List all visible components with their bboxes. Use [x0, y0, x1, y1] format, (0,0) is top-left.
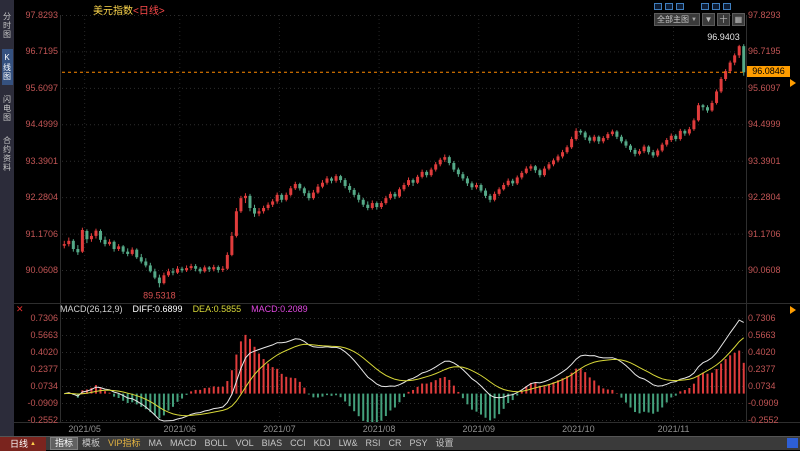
time-axis-label: 2021/07 [263, 424, 296, 434]
price-axis-label: 91.1706 [25, 228, 58, 239]
indicator-tab-cci[interactable]: CCI [290, 438, 306, 448]
layout-square-icon[interactable] [676, 3, 684, 10]
indicator-tab-bias[interactable]: BIAS [261, 438, 283, 448]
price-axis-label: 92.2804 [748, 192, 781, 203]
layout-square-icon[interactable] [723, 3, 731, 10]
time-axis-label: 2021/09 [462, 424, 495, 434]
layout-square-icon[interactable] [665, 3, 673, 10]
indicator-tab-ma[interactable]: MA [148, 438, 163, 448]
macd-dea-value: DEA:0.5855 [192, 304, 242, 314]
sidebar-tab-time-share[interactable]: 分时图 [2, 12, 12, 39]
indicator-tab-kdj[interactable]: KDJ [313, 438, 331, 448]
layout-square-icon[interactable] [654, 3, 662, 10]
chevron-down-icon: ▼ [691, 16, 697, 23]
sidebar-tab-kline[interactable]: K线图 [1, 49, 13, 85]
macd-indicator-header: MACD(26,12,9) DIFF:0.6899 DEA:0.5855 MACD:0… [60, 304, 318, 314]
macd-axis-label: 0.2377 [748, 364, 776, 374]
price-axis-label: 96.7195 [748, 46, 781, 57]
price-axis-label: 97.8293 [25, 10, 58, 20]
scroll-indicator[interactable] [787, 438, 798, 448]
macd-axis-label: 0.7306 [748, 313, 776, 323]
period-button-label: 日线 [10, 439, 29, 449]
period-tag: <日线> [133, 6, 165, 17]
indicator-tab-lw[interactable]: LW& [338, 438, 358, 448]
toolbar-buttons: ▼ 十 ▦ [701, 13, 745, 26]
macd-axis-label: 0.7306 [30, 313, 58, 323]
time-axis: 2021/05 2021/06 2021/07 2021/08 2021/09 2021/… [0, 424, 800, 436]
bottom-bar: 日线 ▲ 指标 模板 VIP指标 MA MACD BOLL VOL BIAS CCI KDJ LW&… [0, 436, 800, 451]
indicator-tab-psy[interactable]: PSY [409, 438, 428, 448]
layout-square-icon[interactable] [712, 3, 720, 10]
macd-axis-label: 0.5663 [30, 330, 58, 340]
last-price-tag: 96.0846 [747, 66, 790, 78]
time-axis-label: 2021/08 [362, 424, 396, 434]
instrument-title: 美元指数 [93, 6, 133, 17]
price-axis-label: 90.0608 [748, 265, 781, 275]
chart-title: 美元指数<日线> [93, 2, 165, 17]
indicator-tab-macd[interactable]: MACD [170, 438, 197, 448]
time-axis-label: 2021/10 [562, 424, 595, 434]
macd-axis-label: -0.2552 [27, 415, 58, 425]
macd-axis-label: -0.2552 [748, 415, 779, 425]
macd-axis-label: 0.4020 [748, 347, 776, 357]
price-axis-label: 96.7195 [25, 46, 58, 57]
macd-axis-label: -0.0909 [27, 398, 58, 408]
window-layout-icons [654, 3, 734, 10]
macd-axis-label: 0.2377 [30, 364, 58, 374]
indicator-tab-cr[interactable]: CR [388, 438, 402, 448]
chart-plot-area[interactable] [62, 15, 746, 422]
right-price-axis: 97.8293 96.7195 95.6097 94.4999 93.3901 92.28… [748, 0, 798, 436]
indicator-tab-settings[interactable]: 设置 [435, 438, 454, 448]
crosshair-button[interactable]: 十 [716, 13, 730, 26]
overlay-select-label: 全部主图 [657, 15, 689, 24]
chart-toolbar: 全部主图 ▼ ▼ 十 ▦ [654, 13, 745, 26]
macd-bar-value: MACD:0.2089 [251, 304, 308, 314]
left-price-axis: 97.8293 96.7195 95.6097 94.4999 93.3901 92.28… [14, 0, 58, 436]
period-button[interactable]: 日线 ▲ [0, 436, 46, 451]
indicator-tab-vol[interactable]: VOL [235, 438, 254, 448]
macd-axis-label: -0.0909 [748, 398, 779, 408]
dropdown-button[interactable]: ▼ [701, 13, 715, 26]
macd-diff-value: DIFF:0.6899 [132, 304, 183, 314]
sidebar-tab-flash[interactable]: 闪电图 [2, 95, 12, 122]
macd-axis-label: 0.5663 [748, 330, 776, 340]
layout-square-icon[interactable] [701, 3, 709, 10]
indicator-tab-boll[interactable]: BOLL [204, 438, 228, 448]
price-axis-label: 90.0608 [25, 265, 58, 275]
close-pane-icon[interactable]: ✕ [16, 304, 24, 314]
overlay-select[interactable]: 全部主图 ▼ [654, 13, 700, 26]
price-axis-label: 94.4999 [25, 119, 58, 130]
indicator-tabs: 指标 模板 VIP指标 MA MACD BOLL VOL BIAS CCI KDJ LW& RSI CR… [50, 437, 458, 451]
price-axis-label: 95.6097 [25, 82, 58, 93]
indicator-tab-rsi[interactable]: RSI [365, 438, 381, 448]
time-axis-label: 2021/05 [68, 424, 101, 434]
macd-axis-label: 0.4020 [30, 347, 58, 357]
pane-resize-arrow[interactable] [790, 306, 796, 314]
svg-text:96.9403: 96.9403 [707, 32, 740, 42]
macd-name: MACD(26,12,9) [60, 304, 123, 314]
time-axis-label: 2021/11 [657, 424, 690, 434]
price-axis-label: 92.2804 [25, 192, 58, 203]
time-axis-label: 2021/06 [163, 424, 197, 434]
sidebar-tab-contract-info[interactable]: 合约资料 [2, 136, 12, 172]
indicator-tab-vip-indicators[interactable]: VIP指标 [108, 438, 141, 448]
macd-axis-label: 0.0734 [748, 381, 776, 391]
price-axis-label: 91.1706 [748, 228, 781, 239]
left-view-sidebar: 分时图 K线图闪电图合约资料 [0, 0, 14, 436]
price-axis-label: 97.8293 [748, 10, 781, 20]
pane-resize-arrow[interactable] [790, 79, 796, 88]
svg-text:89.5318: 89.5318 [143, 290, 176, 300]
macd-axis-label: 0.0734 [30, 381, 58, 391]
indicator-tab-templates[interactable]: 模板 [82, 438, 101, 448]
caret-up-icon: ▲ [30, 440, 36, 447]
price-axis-label: 93.3901 [25, 155, 58, 166]
grid-layout-button[interactable]: ▦ [731, 13, 745, 26]
price-axis-label: 94.4999 [748, 119, 781, 130]
indicator-tab-indicators[interactable]: 指标 [50, 437, 79, 450]
price-axis-label: 95.6097 [748, 82, 781, 93]
price-axis-label: 93.3901 [748, 155, 781, 166]
